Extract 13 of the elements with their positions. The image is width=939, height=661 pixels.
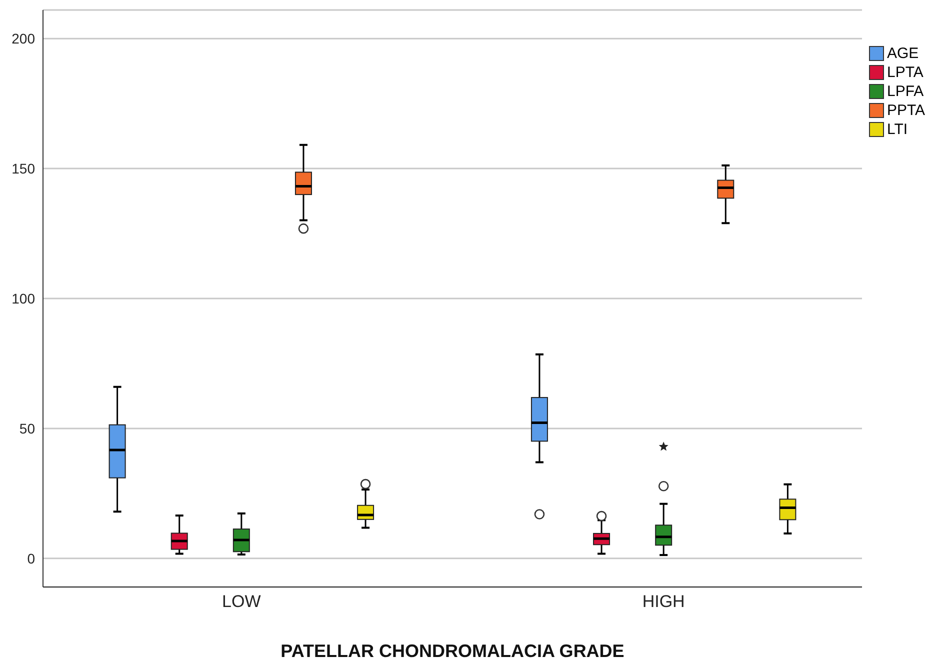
y-tick-label: 50 [19, 420, 36, 436]
legend-label: AGE [887, 45, 919, 62]
y-tick-label: 100 [12, 290, 36, 306]
y-tick-label: 150 [12, 160, 36, 177]
x-tick-label: LOW [222, 592, 261, 612]
legend-label: PPTA [887, 102, 926, 119]
legend-label: LTI [887, 121, 908, 138]
legend-label: LPTA [887, 64, 924, 81]
x-tick-label: HIGH [642, 592, 685, 612]
y-tick-label: 200 [12, 30, 36, 47]
y-tick-label: 0 [27, 550, 36, 566]
legend-label: LPFA [887, 83, 924, 100]
x-axis-title: PATELLAR CHONDROMALACIA GRADE [280, 641, 624, 661]
